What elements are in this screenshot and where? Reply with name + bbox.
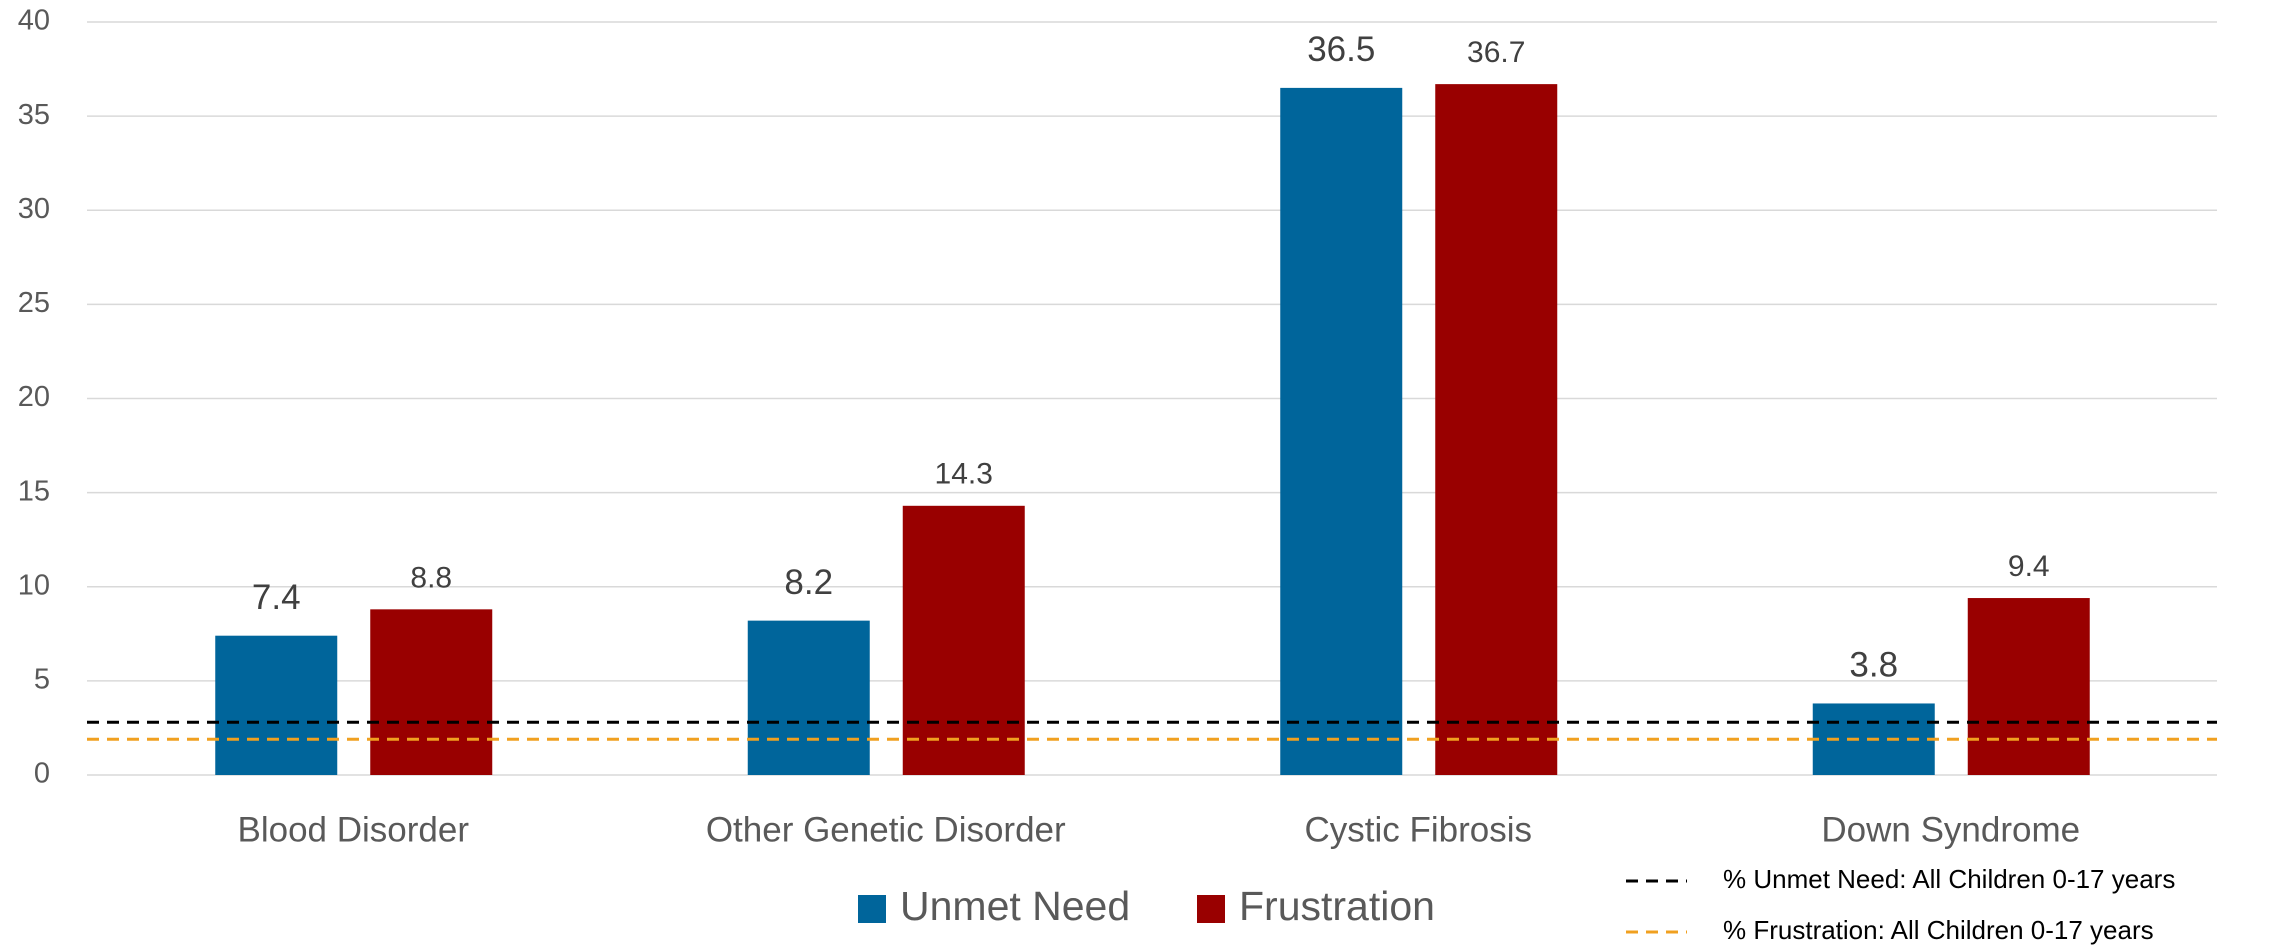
data-label: 3.8 [1849,646,1898,685]
x-tick-label: Down Syndrome [1821,810,2080,849]
data-label: 8.2 [784,563,833,602]
legend-swatch [858,895,886,923]
data-label: 36.5 [1307,30,1375,69]
data-label: 14.3 [935,458,993,491]
y-tick-label: 30 [18,193,50,225]
data-label: 7.4 [252,578,301,617]
legend-swatch [1197,895,1225,923]
bar [1435,84,1558,775]
y-tick-label: 35 [18,99,50,131]
legend-label: Unmet Need [900,883,1130,929]
bar [747,620,870,775]
x-tick-label: Other Genetic Disorder [706,810,1066,849]
data-label: 9.4 [2008,550,2050,583]
bar [1967,598,2090,775]
legend-label: % Unmet Need: All Children 0-17 years [1723,864,2175,894]
y-tick-label: 10 [18,569,50,601]
bar [215,635,338,775]
legend-label: % Frustration: All Children 0-17 years [1723,915,2154,945]
bar [370,609,493,775]
data-label: 8.8 [410,561,452,594]
y-tick-label: 5 [34,664,50,696]
data-label: 36.7 [1467,36,1525,69]
y-tick-label: 20 [18,381,50,413]
y-tick-label: 15 [18,475,50,507]
bar [1280,87,1403,775]
legend-label: Frustration [1239,883,1435,929]
bar [902,505,1025,775]
x-tick-label: Cystic Fibrosis [1304,810,1532,849]
y-tick-label: 40 [18,5,50,37]
x-tick-label: Blood Disorder [238,810,470,849]
y-tick-label: 0 [34,758,50,790]
y-tick-label: 25 [18,287,50,319]
